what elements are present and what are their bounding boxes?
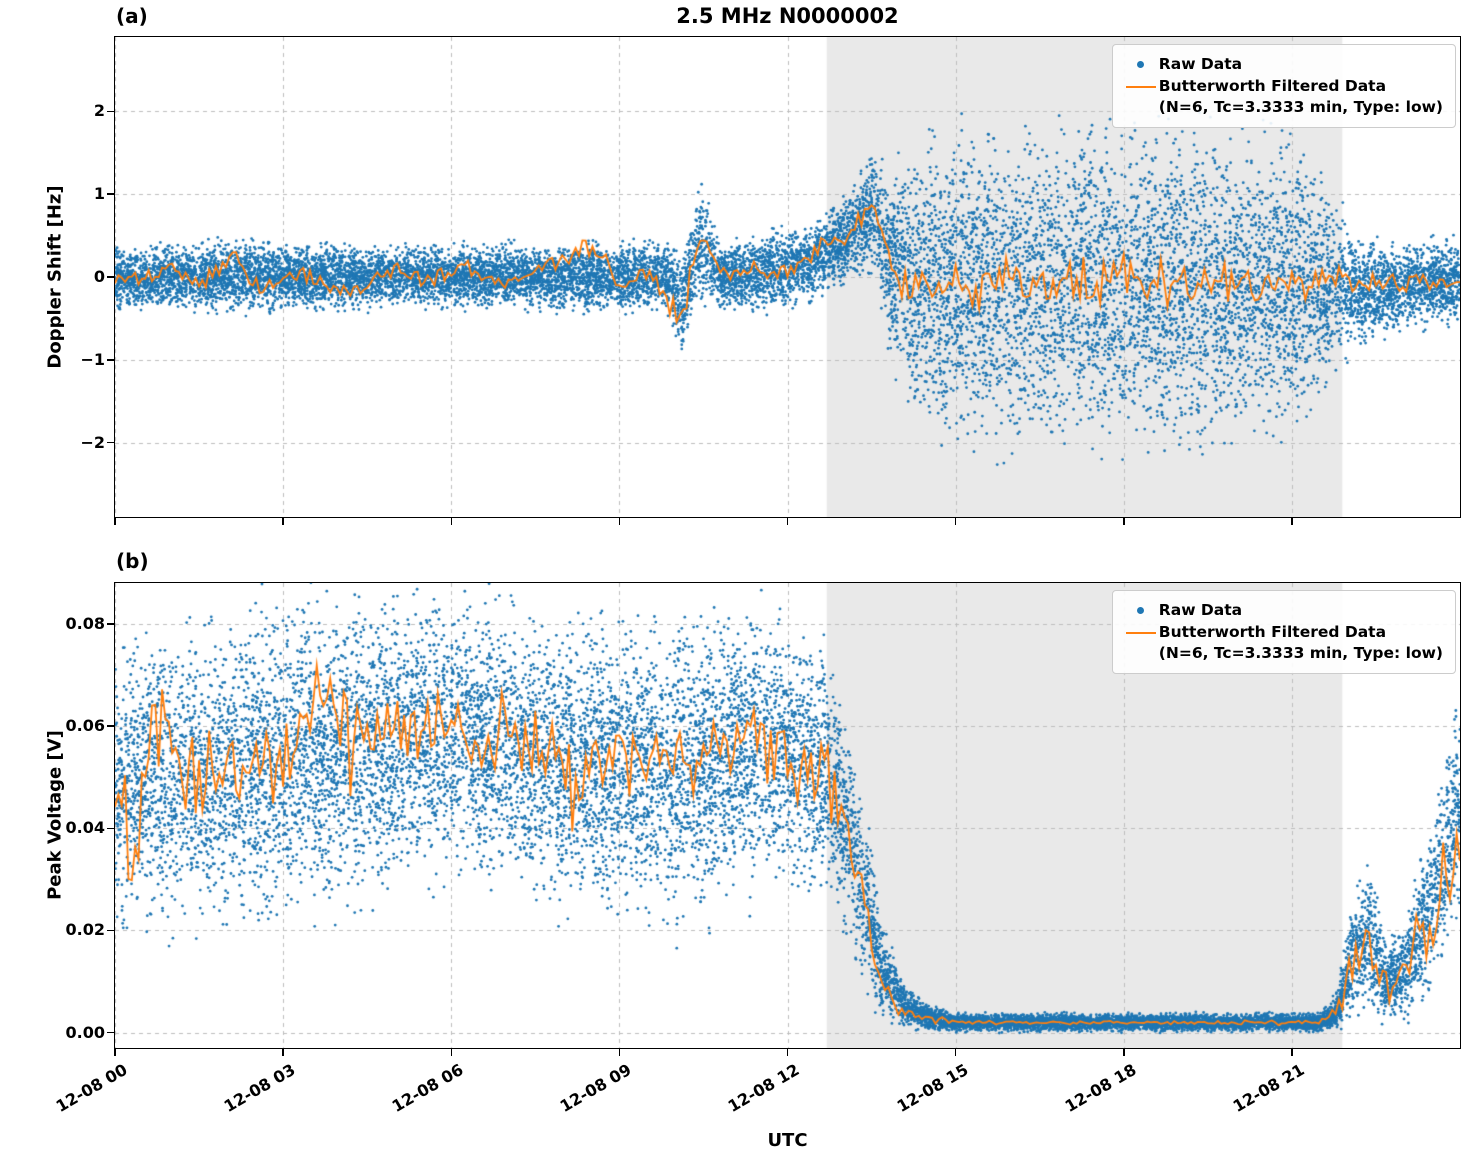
x-tick-mark — [1123, 1049, 1125, 1056]
x-tick-mark — [1123, 518, 1125, 525]
y-tick-mark — [107, 193, 114, 195]
y-tick-label: −1 — [80, 349, 105, 369]
legend-filtered-params: (N=6, Tc=3.3333 min, Type: low) — [1158, 97, 1443, 116]
filtered-line-marker — [1123, 622, 1159, 643]
legend-entry-filtered: Butterworth Filtered Data (N=6, Tc=3.3333… — [1123, 76, 1443, 118]
legend-entry-raw: Raw Data — [1123, 54, 1443, 75]
x-tick-mark — [282, 518, 284, 525]
y-tick-label: 0.00 — [65, 1022, 105, 1042]
filtered-line-icon — [1125, 85, 1156, 88]
chart-title: 2.5 MHz N0000002 — [676, 4, 899, 28]
y-tick-label: 2 — [93, 101, 105, 121]
x-tick-mark — [786, 1049, 789, 1056]
x-tick-mark — [618, 1049, 621, 1056]
y-tick-label: 0.04 — [65, 818, 105, 838]
legend-raw-label: Raw Data — [1158, 55, 1243, 73]
y-tick-label: 1 — [93, 184, 105, 204]
filtered-line-marker — [1123, 76, 1159, 97]
y-tick-mark — [107, 441, 114, 444]
y-tick-label: 0.02 — [65, 920, 105, 940]
x-tick-mark — [114, 1049, 116, 1056]
y-axis-label-voltage: Peak Voltage [V] — [44, 730, 66, 900]
y-tick-mark — [107, 623, 114, 625]
x-tick-mark — [1291, 518, 1293, 525]
x-tick-mark — [282, 1049, 284, 1056]
raw-dot-icon — [1137, 61, 1145, 68]
y-tick-label: 0.06 — [65, 716, 105, 736]
x-axis-label: UTC — [767, 1130, 808, 1151]
x-tick-label: 12-08 15 — [893, 1060, 972, 1116]
x-tick-mark — [1291, 1049, 1293, 1056]
legend-raw-label: Raw Data — [1158, 601, 1243, 619]
legend-filtered-label: Butterworth Filtered Data — [1158, 77, 1387, 95]
x-tick-label: 12-08 09 — [556, 1060, 635, 1116]
y-tick-mark — [107, 359, 114, 361]
x-tick-label: 12-08 03 — [220, 1060, 299, 1116]
raw-data-dot-marker — [1123, 600, 1159, 621]
x-tick-mark — [450, 518, 452, 525]
legend-filtered-params: (N=6, Tc=3.3333 min, Type: low) — [1158, 643, 1443, 662]
y-tick-label: −2 — [80, 432, 105, 452]
legend-panel-a: Raw Data Butterworth Filtered Data (N=6, … — [1111, 44, 1456, 128]
y-tick-mark — [107, 827, 114, 830]
x-tick-label: 12-08 18 — [1061, 1060, 1140, 1116]
x-tick-mark — [954, 1049, 957, 1056]
x-tick-mark — [114, 518, 116, 525]
legend-entry-raw: Raw Data — [1123, 600, 1443, 621]
x-tick-mark — [450, 1049, 452, 1056]
panel-a-tag: (a) — [116, 4, 148, 28]
raw-data-dot-marker — [1123, 54, 1159, 75]
y-tick-mark — [107, 276, 114, 278]
filtered-line-icon — [1125, 631, 1156, 634]
y-tick-label: 0.08 — [65, 613, 105, 633]
y-tick-label: 0 — [93, 267, 105, 286]
legend-entry-filtered: Butterworth Filtered Data (N=6, Tc=3.3333… — [1123, 622, 1443, 664]
x-tick-label: 12-08 00 — [52, 1060, 131, 1116]
x-tick-mark — [954, 518, 957, 525]
y-tick-mark — [107, 1031, 114, 1034]
panel-b-tag: (b) — [116, 549, 149, 573]
legend-filtered-label: Butterworth Filtered Data — [1158, 623, 1387, 641]
y-tick-mark — [107, 725, 114, 727]
x-tick-label: 12-08 21 — [1229, 1060, 1308, 1116]
x-tick-label: 12-08 12 — [725, 1060, 803, 1116]
x-tick-label: 12-08 06 — [388, 1060, 467, 1116]
x-tick-mark — [786, 518, 789, 525]
y-tick-mark — [107, 110, 114, 113]
raw-dot-icon — [1137, 607, 1145, 614]
y-tick-mark — [107, 929, 114, 932]
x-tick-mark — [618, 518, 621, 525]
legend-panel-b: Raw Data Butterworth Filtered Data (N=6, … — [1111, 590, 1456, 674]
